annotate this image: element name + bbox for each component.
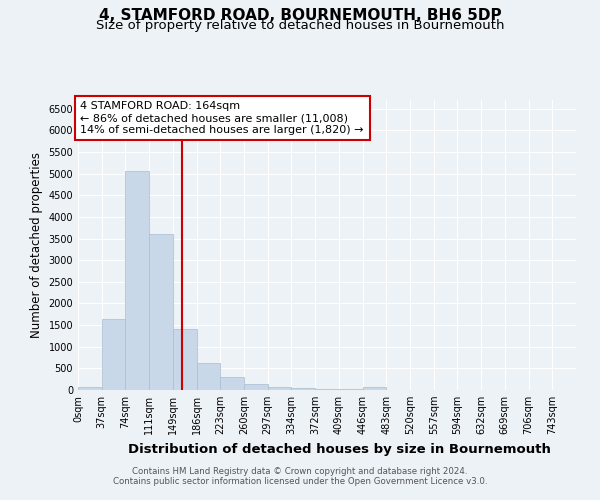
Bar bbox=[339, 389, 362, 390]
Bar bbox=[149, 234, 173, 390]
Text: Contains HM Land Registry data © Crown copyright and database right 2024.: Contains HM Land Registry data © Crown c… bbox=[132, 467, 468, 476]
Bar bbox=[102, 318, 125, 390]
Y-axis label: Number of detached properties: Number of detached properties bbox=[30, 152, 43, 338]
Text: 4 STAMFORD ROAD: 164sqm
← 86% of detached houses are smaller (11,008)
14% of sem: 4 STAMFORD ROAD: 164sqm ← 86% of detache… bbox=[80, 102, 364, 134]
Bar bbox=[220, 378, 244, 390]
Bar bbox=[268, 386, 292, 390]
Bar bbox=[315, 389, 339, 390]
Text: Size of property relative to detached houses in Bournemouth: Size of property relative to detached ho… bbox=[96, 19, 504, 32]
Bar bbox=[362, 388, 386, 390]
Text: 4, STAMFORD ROAD, BOURNEMOUTH, BH6 5DP: 4, STAMFORD ROAD, BOURNEMOUTH, BH6 5DP bbox=[98, 8, 502, 22]
Bar bbox=[244, 384, 268, 390]
Text: Distribution of detached houses by size in Bournemouth: Distribution of detached houses by size … bbox=[128, 442, 550, 456]
Bar bbox=[125, 172, 149, 390]
Bar bbox=[78, 387, 102, 390]
Bar bbox=[292, 388, 315, 390]
Text: Contains public sector information licensed under the Open Government Licence v3: Contains public sector information licen… bbox=[113, 477, 487, 486]
Bar bbox=[173, 330, 197, 390]
Bar bbox=[197, 363, 220, 390]
